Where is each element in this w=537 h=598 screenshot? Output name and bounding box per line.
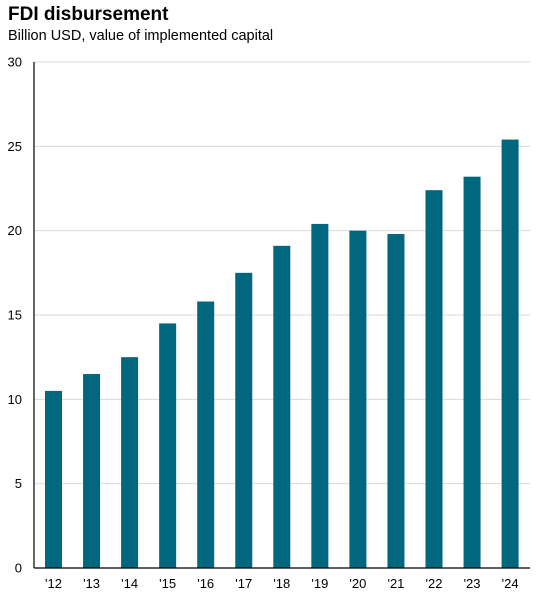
- x-tick-label: '22: [426, 576, 443, 591]
- bar: [83, 374, 101, 568]
- y-tick-label: 30: [8, 55, 22, 70]
- x-tick-label: '14: [121, 576, 138, 591]
- chart-subtitle: Billion USD, value of implemented capita…: [8, 28, 274, 44]
- y-tick-label: 0: [15, 561, 22, 576]
- x-tick-label: '16: [197, 576, 214, 591]
- bar: [349, 230, 367, 568]
- y-tick-label: 25: [8, 139, 22, 154]
- bar: [235, 272, 253, 568]
- y-tick-label: 20: [8, 223, 22, 238]
- x-tick-label: '23: [464, 576, 481, 591]
- x-tick-label: '20: [349, 576, 366, 591]
- x-tick-label: '24: [502, 576, 519, 591]
- bar: [273, 245, 291, 568]
- y-tick-label: 10: [8, 392, 22, 407]
- x-tick-label: '17: [235, 576, 252, 591]
- y-tick-label: 15: [8, 308, 22, 323]
- x-tick-label: '18: [273, 576, 290, 591]
- bar: [501, 139, 519, 568]
- bar: [45, 390, 62, 568]
- bar: [425, 190, 443, 569]
- bars: [45, 139, 519, 569]
- bar: [197, 301, 215, 568]
- x-tick-label: '21: [387, 576, 404, 591]
- y-tick-labels: 0 5 10 15 20 25 30: [8, 55, 22, 576]
- x-tick-label: '12: [45, 576, 62, 591]
- bar: [159, 323, 177, 568]
- bar: [311, 223, 329, 569]
- bar: [121, 357, 139, 568]
- x-tick-label: '15: [159, 576, 176, 591]
- bar: [387, 234, 405, 569]
- x-tick-label: '19: [311, 576, 328, 591]
- chart-title: FDI disbursement: [8, 4, 169, 25]
- axes: [33, 62, 530, 569]
- bar: [463, 176, 481, 568]
- y-tick-label: 5: [15, 476, 22, 491]
- x-tick-labels: '12 '13 '14 '15 '16 '17 '18 '19 '20 '21 '22 '23 '24: [45, 576, 519, 591]
- x-tick-label: '13: [83, 576, 100, 591]
